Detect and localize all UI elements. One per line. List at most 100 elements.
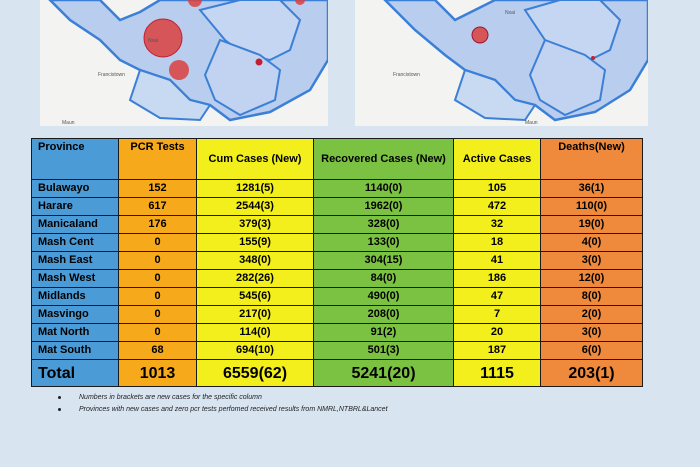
cell-recovered: 133(0): [313, 233, 454, 252]
cell-pcr-tests: 0: [118, 305, 197, 324]
cell-province: Harare: [31, 197, 119, 216]
cell-deaths: 2(0): [540, 305, 643, 324]
cell-province: Mash Cent: [31, 233, 119, 252]
map-right-svg: Nxai Francistown Maun: [383, 0, 648, 126]
region-shape-south-right: [528, 38, 607, 117]
cell-recovered: 490(0): [313, 287, 454, 306]
cell-deaths: 36(1): [540, 179, 643, 198]
header-recovered-cases: Recovered Cases (New): [313, 138, 454, 180]
province-map-left: Nxai Francistown Maun: [40, 0, 328, 126]
cell-active: 105: [453, 179, 541, 198]
cell-active: 41: [453, 251, 541, 270]
map-label-francistown-right: Francistown: [393, 72, 420, 78]
cell-deaths: 12(0): [540, 269, 643, 288]
cell-deaths: 8(0): [540, 287, 643, 306]
table-row: Mat North 0 114(0) 91(2) 20 3(0): [31, 323, 643, 342]
cell-cum-cases: 545(6): [196, 287, 314, 306]
cell-active: 32: [453, 215, 541, 234]
case-bubble-top-right: [295, 0, 305, 5]
cell-deaths: 4(0): [540, 233, 643, 252]
cell-recovered: 501(3): [313, 341, 454, 360]
cell-cum-cases: 2544(3): [196, 197, 314, 216]
cell-cum-cases: 694(10): [196, 341, 314, 360]
cell-pcr-tests: 617: [118, 197, 197, 216]
map-label-nxai: Nxai: [148, 38, 158, 44]
cell-pcr-tests: 0: [118, 251, 197, 270]
cell-pcr-tests: 0: [118, 233, 197, 252]
footnote-item: Provinces with new cases and zero pcr te…: [58, 404, 388, 416]
cell-cum-cases: 114(0): [196, 323, 314, 342]
cell-province: Midlands: [31, 287, 119, 306]
cell-recovered: 208(0): [313, 305, 454, 324]
table-row: Mash Cent 0 155(9) 133(0) 18 4(0): [31, 233, 643, 252]
case-bubble-right-main: [471, 26, 489, 44]
footnotes: Numbers in brackets are new cases for th…: [58, 392, 388, 416]
cell-deaths: 3(0): [540, 251, 643, 270]
cell-active: 18: [453, 233, 541, 252]
cell-active: 7: [453, 305, 541, 324]
cell-pcr-tests: 68: [118, 341, 197, 360]
cell-active: 20: [453, 323, 541, 342]
table-row: Mash East 0 348(0) 304(15) 41 3(0): [31, 251, 643, 270]
table-row: Mash West 0 282(26) 84(0) 186 12(0): [31, 269, 643, 288]
cell-cum-cases: 348(0): [196, 251, 314, 270]
cell-province: Bulawayo: [31, 179, 119, 198]
province-map-right: Nxai Francistown Maun: [355, 0, 648, 126]
header-province: Province: [31, 138, 119, 180]
cell-province: Manicaland: [31, 215, 119, 234]
cell-recovered: 304(15): [313, 251, 454, 270]
cell-active: 187: [453, 341, 541, 360]
total-active: 1115: [453, 359, 541, 387]
cell-cum-cases: 1281(5): [196, 179, 314, 198]
region-shape-south: [203, 38, 282, 117]
table-header-row: Province PCR Tests Cum Cases (New) Recov…: [31, 138, 643, 180]
region-shape-southwest-right: [453, 68, 537, 122]
cell-active: 472: [453, 197, 541, 216]
map-label-nxai-right: Nxai: [505, 10, 515, 16]
header-deaths: Deaths(New): [540, 138, 643, 180]
cell-deaths: 110(0): [540, 197, 643, 216]
cell-cum-cases: 217(0): [196, 305, 314, 324]
map-label-maun-right: Maun: [525, 120, 538, 126]
header-cum-cases: Cum Cases (New): [196, 138, 314, 180]
case-bubble-medium: [169, 60, 189, 80]
table-row: Harare 617 2544(3) 1962(0) 472 110(0): [31, 197, 643, 216]
cell-deaths: 3(0): [540, 323, 643, 342]
footnote-item: Numbers in brackets are new cases for th…: [58, 392, 388, 404]
cell-recovered: 1140(0): [313, 179, 454, 198]
cell-pcr-tests: 0: [118, 269, 197, 288]
cell-recovered: 328(0): [313, 215, 454, 234]
total-deaths: 203(1): [540, 359, 643, 387]
cell-active: 186: [453, 269, 541, 288]
cell-cum-cases: 282(26): [196, 269, 314, 288]
bullet-icon: [58, 395, 61, 399]
cell-cum-cases: 155(9): [196, 233, 314, 252]
table-row: Masvingo 0 217(0) 208(0) 7 2(0): [31, 305, 643, 324]
case-bubble-top: [188, 0, 202, 7]
cell-province: Mash West: [31, 269, 119, 288]
cell-recovered: 1962(0): [313, 197, 454, 216]
total-pcr-tests: 1013: [118, 359, 197, 387]
cell-active: 47: [453, 287, 541, 306]
cell-province: Masvingo: [31, 305, 119, 324]
cell-deaths: 19(0): [540, 215, 643, 234]
bullet-icon: [58, 407, 61, 411]
cell-deaths: 6(0): [540, 341, 643, 360]
header-pcr-tests: PCR Tests: [118, 138, 197, 180]
cell-recovered: 84(0): [313, 269, 454, 288]
header-active-cases: Active Cases: [453, 138, 541, 180]
table-row: Mat South 68 694(10) 501(3) 187 6(0): [31, 341, 643, 360]
cell-pcr-tests: 176: [118, 215, 197, 234]
map-label-maun: Maun: [62, 120, 75, 126]
cell-pcr-tests: 0: [118, 287, 197, 306]
cell-recovered: 91(2): [313, 323, 454, 342]
table-row: Bulawayo 152 1281(5) 1140(0) 105 36(1): [31, 179, 643, 198]
cell-province: Mat North: [31, 323, 119, 342]
map-label-francistown: Francistown: [98, 72, 125, 78]
table-row: Manicaland 176 379(3) 328(0) 32 19(0): [31, 215, 643, 234]
cell-pcr-tests: 152: [118, 179, 197, 198]
case-bubble-right-small: [591, 56, 595, 60]
cell-cum-cases: 379(3): [196, 215, 314, 234]
cell-province: Mat South: [31, 341, 119, 360]
covid-stats-table: Province PCR Tests Cum Cases (New) Recov…: [31, 138, 643, 387]
